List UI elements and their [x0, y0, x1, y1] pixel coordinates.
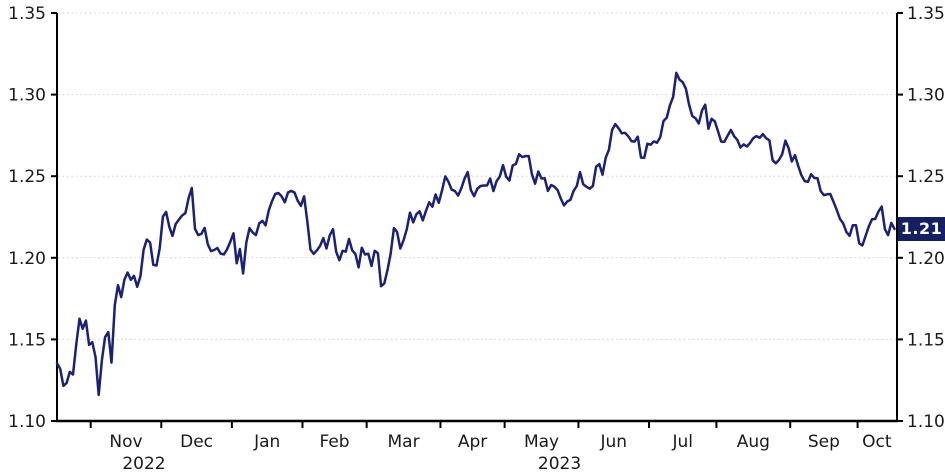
- x-tick-label-month: Mar: [388, 432, 420, 452]
- y-tick-label-right: 1.35: [907, 4, 945, 24]
- axis-ticks: [51, 12, 903, 428]
- y-tick-label-right: 1.30: [907, 86, 945, 106]
- y-tick-label-right: 1.20: [907, 249, 945, 269]
- x-tick-label-year: 2023: [538, 454, 581, 474]
- price-line-group: [55, 71, 896, 397]
- gridlines: [58, 12, 896, 340]
- last-value-badge: 1.21: [898, 217, 945, 241]
- x-tick-label-month: Oct: [862, 432, 892, 452]
- x-tick-label-month: Aug: [737, 432, 770, 452]
- x-tick-label-month: Jan: [253, 432, 280, 452]
- x-tick-label-month: Dec: [180, 432, 213, 452]
- x-tick-label-month: Sep: [808, 432, 840, 452]
- axes: [56, 13, 898, 423]
- y-tick-label-left: 1.25: [8, 167, 46, 187]
- x-tick-label-month: Nov: [109, 432, 142, 452]
- y-tick-label-left: 1.30: [8, 86, 46, 106]
- axis-labels: 1.10 1.10 1.15 1.15 1.20 1.20 1.25 1.25 1.30 1.30…: [8, 4, 945, 474]
- x-tick-label-month: May: [524, 432, 559, 452]
- y-tick-label-right: 1.10: [907, 412, 945, 432]
- x-tick-label-month: Apr: [458, 432, 487, 452]
- price-line: [55, 71, 896, 397]
- y-tick-label-right: 1.25: [907, 167, 945, 187]
- x-tick-label-year: 2022: [122, 454, 165, 474]
- y-tick-label-right: 1.15: [907, 330, 945, 350]
- y-tick-label-left: 1.10: [8, 412, 46, 432]
- x-tick-label-month: Jun: [599, 432, 627, 452]
- y-tick-label-left: 1.20: [8, 249, 46, 269]
- x-tick-label-month: Feb: [320, 432, 350, 452]
- y-tick-label-left: 1.15: [8, 330, 46, 350]
- x-tick-label-month: Jul: [671, 432, 693, 452]
- y-tick-label-left: 1.35: [8, 4, 46, 24]
